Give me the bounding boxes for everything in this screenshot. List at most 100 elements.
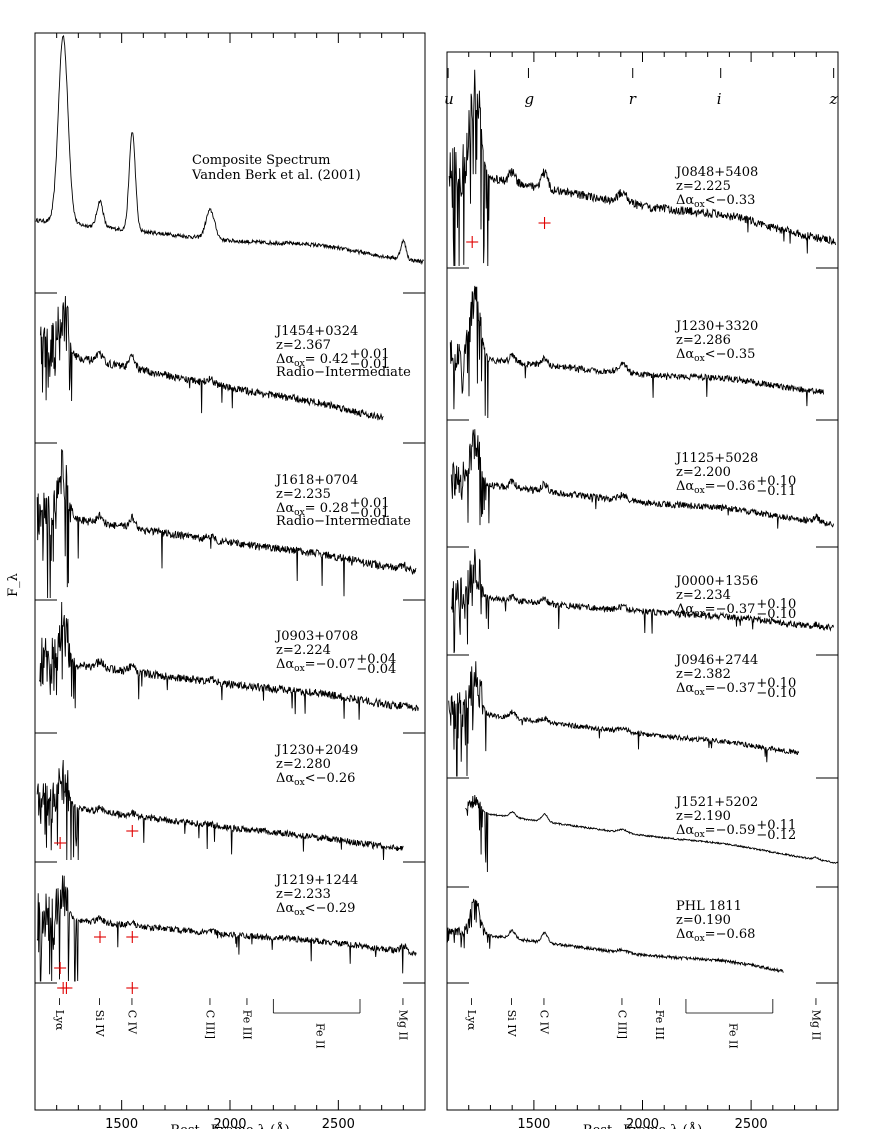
alpha-ox-error-down: −0.01 bbox=[350, 506, 390, 521]
spectrum-line bbox=[448, 69, 836, 267]
alpha-ox-label: Δαox<−0.35 bbox=[676, 347, 755, 364]
emission-line-label: − Fe III bbox=[653, 997, 666, 1040]
redshift-label: z=2.224 bbox=[276, 643, 331, 658]
quasar-name: J0946+2744 bbox=[674, 653, 758, 668]
alpha-ox-label: Δαox= 0.28 bbox=[276, 501, 349, 518]
y-axis-label: F_λ bbox=[6, 573, 21, 597]
alpha-ox-label: Δαox=−0.37 bbox=[676, 681, 755, 698]
redshift-label: z=2.190 bbox=[676, 809, 731, 824]
x-tick-label: 2000 bbox=[626, 1117, 659, 1129]
alpha-ox-label: Δαox=−0.59 bbox=[676, 823, 755, 840]
redshift-label: z=2.234 bbox=[676, 588, 731, 603]
x-axis-label: Rest−Frame λ (Å) bbox=[170, 1122, 289, 1129]
redshift-label: z=2.225 bbox=[676, 179, 731, 194]
redshift-label: z=2.233 bbox=[276, 887, 331, 902]
panel-frame bbox=[34, 32, 426, 1111]
alpha-ox-label: Δαox=−0.07 bbox=[276, 657, 355, 674]
bal-marker bbox=[54, 837, 67, 849]
alpha-ox-label: Δαox= 0.42 bbox=[276, 352, 349, 369]
line-label-fe-ii: Fe II bbox=[726, 1023, 739, 1049]
spectrum-line bbox=[35, 34, 424, 266]
alpha-ox-error-up: +0.01 bbox=[350, 347, 390, 362]
sdss-band-label: u bbox=[444, 90, 454, 108]
alpha-ox-label: Δαox=−0.36 bbox=[676, 479, 755, 496]
spectrum-line bbox=[36, 449, 417, 599]
redshift-label: z=2.280 bbox=[276, 757, 331, 772]
emission-line-label: − C IV bbox=[538, 997, 551, 1035]
fe-ii-bracket bbox=[685, 999, 774, 1014]
alpha-ox-error-down: −0.12 bbox=[756, 828, 796, 843]
sdss-band-label: r bbox=[629, 90, 637, 108]
bal-marker bbox=[126, 931, 139, 943]
emission-line-label: − Mg II bbox=[809, 997, 822, 1040]
redshift-label: z=2.367 bbox=[276, 338, 331, 353]
panel-frame bbox=[446, 51, 839, 1111]
quasar-name: J1230+3320 bbox=[674, 319, 758, 334]
line-label-fe-ii: Fe II bbox=[314, 1023, 327, 1049]
alpha-ox-error-up: +0.10 bbox=[756, 676, 796, 691]
alpha-ox-error-up: +0.10 bbox=[756, 474, 796, 489]
quasar-name: J0000+1356 bbox=[674, 574, 758, 589]
alpha-ox-error-down: −0.10 bbox=[756, 686, 796, 701]
spectrum-line bbox=[38, 601, 419, 720]
emission-line-label: − C IV bbox=[125, 997, 138, 1035]
sdss-band-label: g bbox=[524, 90, 534, 108]
emission-line-label: − Si IV bbox=[93, 997, 106, 1038]
alpha-ox-error-down: −0.04 bbox=[356, 662, 396, 677]
bal-marker bbox=[126, 982, 139, 994]
alpha-ox-label: Δαox<−0.26 bbox=[276, 771, 355, 788]
spectrum-line bbox=[465, 794, 839, 873]
x-axis-label: Rest−Frame λ (Å) bbox=[583, 1122, 702, 1129]
x-tick-label: 2500 bbox=[322, 1117, 355, 1129]
quasar-name: J1454+0324 bbox=[274, 324, 358, 339]
alpha-ox-label: Δαox<−0.29 bbox=[276, 901, 355, 918]
spectrum-line bbox=[36, 875, 417, 982]
quasar-name: J1618+0704 bbox=[274, 473, 358, 488]
spectrum-line bbox=[36, 759, 404, 861]
redshift-label: z=2.200 bbox=[676, 465, 731, 480]
x-tick-label: 2000 bbox=[213, 1117, 246, 1129]
redshift-label: z=2.382 bbox=[676, 667, 731, 682]
emission-line-label: − Lyα bbox=[465, 997, 478, 1031]
redshift-label: z=2.235 bbox=[276, 487, 331, 502]
alpha-ox-error-down: −0.10 bbox=[756, 607, 796, 622]
spectrum-line bbox=[39, 295, 384, 421]
bal-marker bbox=[54, 962, 67, 974]
x-tick-label: 2500 bbox=[735, 1117, 768, 1129]
spectrum-line bbox=[450, 548, 834, 654]
spectrum-line bbox=[446, 898, 784, 973]
bal-marker bbox=[60, 982, 73, 994]
quasar-name: PHL 1811 bbox=[676, 899, 742, 914]
quasar-name: J1219+1244 bbox=[274, 873, 358, 888]
emission-line-label: − C III] bbox=[616, 997, 629, 1039]
alpha-ox-label: Δαox=−0.68 bbox=[676, 927, 755, 944]
alpha-ox-error-up: +0.01 bbox=[350, 496, 390, 511]
spectrum-line bbox=[448, 661, 800, 777]
alpha-ox-error-up: +0.10 bbox=[756, 597, 796, 612]
quasar-name: J0848+5408 bbox=[674, 165, 758, 180]
emission-line-label: − C III] bbox=[203, 997, 216, 1039]
alpha-ox-error-down: −0.01 bbox=[350, 357, 390, 372]
bal-marker bbox=[94, 931, 106, 943]
alpha-ox-error-down: −0.11 bbox=[756, 484, 796, 499]
alpha-ox-error-up: +0.11 bbox=[756, 818, 796, 833]
emission-line-label: − Lyα bbox=[53, 997, 66, 1031]
emission-line-label: − Mg II bbox=[396, 997, 409, 1040]
sdss-band-label: z bbox=[829, 90, 838, 108]
radio-note: Radio−Intermediate bbox=[276, 514, 411, 529]
radio-note: Radio−Intermediate bbox=[276, 365, 411, 380]
redshift-label: z=0.190 bbox=[676, 913, 731, 928]
sdss-band-label: i bbox=[717, 90, 722, 108]
panel-reference: Vanden Berk et al. (2001) bbox=[191, 168, 361, 183]
x-tick-label: 1500 bbox=[105, 1117, 138, 1129]
quasar-name: J0903+0708 bbox=[274, 629, 358, 644]
quasar-name: J1521+5202 bbox=[674, 795, 758, 810]
bal-marker bbox=[538, 217, 551, 229]
alpha-ox-error-up: +0.04 bbox=[356, 652, 396, 667]
bal-marker bbox=[466, 236, 479, 248]
fe-ii-bracket bbox=[272, 999, 361, 1014]
alpha-ox-label: Δαox=−0.37 bbox=[676, 602, 755, 619]
panel-name: Composite Spectrum bbox=[192, 153, 330, 168]
redshift-label: z=2.286 bbox=[676, 333, 731, 348]
